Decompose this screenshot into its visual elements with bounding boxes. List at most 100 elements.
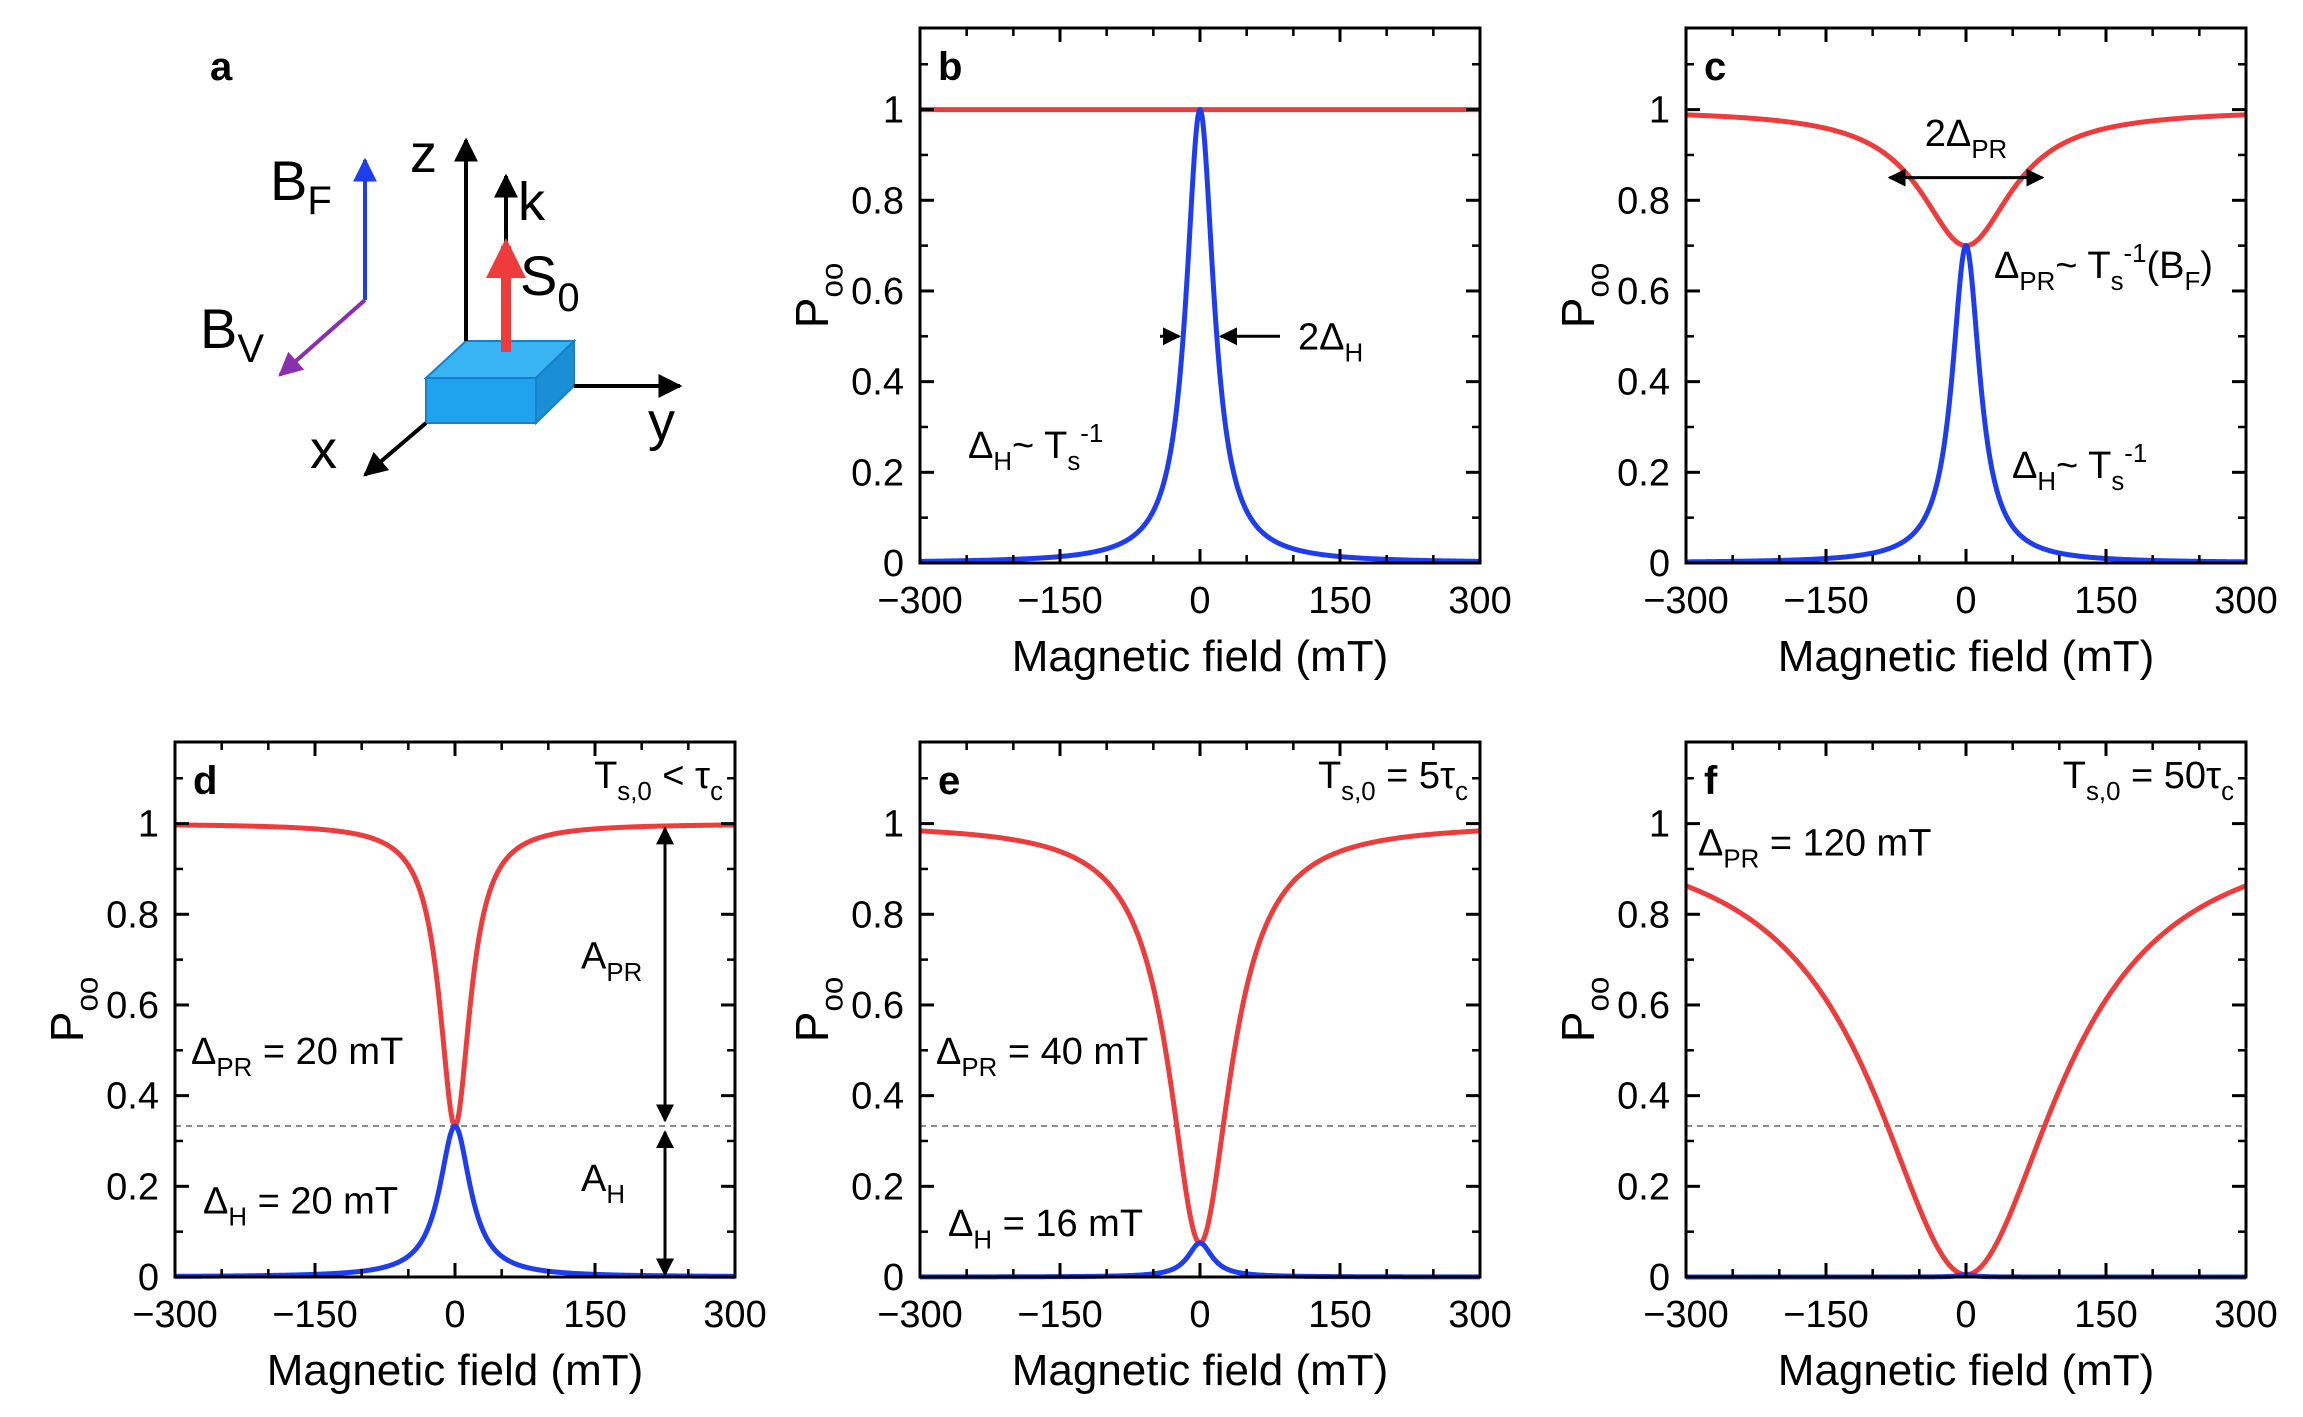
panel-letter-e: e — [938, 759, 960, 803]
red-series-line — [1684, 883, 2248, 1278]
y-tick-label: 1 — [1649, 804, 1670, 846]
y-tick-label: 0.4 — [1617, 1076, 1670, 1118]
x-tick-label: −300 — [877, 1294, 963, 1336]
z-axis-label: z — [410, 124, 437, 184]
plot-frame — [1684, 26, 2248, 565]
y-tick-label: 0.8 — [851, 894, 904, 936]
h-relation-annotation: ΔH~ Ts-1 — [2012, 440, 2147, 496]
y-tick-label: 0.8 — [1617, 894, 1670, 936]
y-tick-label: 0 — [883, 543, 904, 585]
x-tick-label: −150 — [1017, 580, 1103, 622]
x-tick-label: 300 — [2214, 1294, 2277, 1336]
panel-e-chart: −300 −150 0 150 300 0 0.2 0.4 0.6 0.8 1 Magnetic fi… — [786, 740, 1512, 1395]
x-tick-label: 300 — [2214, 580, 2277, 622]
x-tick-label: 150 — [2074, 1294, 2137, 1336]
y-axis-title: Poo — [786, 263, 850, 328]
panel-letter-f: f — [1704, 759, 1718, 803]
pr-relation-annotation: ΔPR~ Ts-1(BF) — [1994, 240, 2213, 296]
x-tick-label: 0 — [444, 1294, 465, 1336]
panel-a: a BF BV z y x k S0 — [200, 45, 683, 480]
panel-f-chart: −300 −150 0 150 300 0 0.2 0.4 0.6 0.8 1 Magnetic fi… — [1552, 740, 2278, 1395]
ah-label: AH — [581, 1158, 625, 1209]
y-tick-label: 0.6 — [1617, 985, 1670, 1027]
bv-label: BV — [200, 297, 264, 371]
panel-letter-b: b — [938, 45, 962, 89]
x-tick-label: −300 — [132, 1294, 218, 1336]
y-tick-label: 0.2 — [851, 452, 904, 494]
y-tick-label: 1 — [883, 804, 904, 846]
y-tick-label: 0.6 — [851, 271, 904, 313]
k-label: k — [518, 172, 546, 232]
y-tick-label: 0.2 — [1617, 1166, 1670, 1208]
y-tick-label: 0 — [883, 1257, 904, 1299]
x-tick-label: 300 — [703, 1294, 766, 1336]
y-tick-label: 1 — [138, 804, 159, 846]
x-tick-label: 150 — [1308, 1294, 1371, 1336]
y-tick-label: 0.6 — [106, 985, 159, 1027]
x-tick-label: 300 — [1448, 1294, 1511, 1336]
x-tick-label: 300 — [1448, 580, 1511, 622]
y-tick-label: 0.2 — [106, 1166, 159, 1208]
y-tick-label: 0.4 — [851, 362, 904, 404]
sample-cube-front — [425, 377, 537, 424]
x-tick-label: 0 — [1189, 1294, 1210, 1336]
x-axis-title: Magnetic field (mT) — [1778, 632, 2155, 681]
y-tick-label: 0.4 — [1617, 362, 1670, 404]
regime-annotation: Ts,0 = 5τc — [1318, 755, 1468, 806]
x-tick-label: −300 — [877, 580, 963, 622]
blue-series-line — [918, 107, 1482, 564]
y-tick-label: 1 — [1649, 90, 1670, 132]
panel-letter-d: d — [193, 759, 217, 803]
x-axis-title: Magnetic field (mT) — [1012, 1346, 1389, 1395]
delta-pr-annotation: ΔPR = 120 mT — [1698, 822, 1931, 873]
y-axis-title: Poo — [1552, 263, 1616, 328]
y-tick-label: 0.2 — [1617, 452, 1670, 494]
panel-d-chart: −300 −150 0 150 300 0 0.2 0.4 0.6 0.8 1 Magnetic fi… — [41, 740, 767, 1395]
x-axis-title: Magnetic field (mT) — [1012, 632, 1389, 681]
width-annotation: 2ΔH — [1298, 316, 1363, 367]
blue-series-line — [1684, 243, 2248, 565]
y-axis-title: Poo — [786, 977, 850, 1042]
x-tick-label: 150 — [2074, 580, 2137, 622]
x-tick-label: 0 — [1955, 580, 1976, 622]
x-axis-arrow — [363, 421, 428, 477]
x-axis-title: Magnetic field (mT) — [267, 1346, 644, 1395]
y-tick-label: 0 — [1649, 1257, 1670, 1299]
x-tick-label: 150 — [1308, 580, 1371, 622]
x-tick-label: 0 — [1955, 1294, 1976, 1336]
delta-pr-annotation: ΔPR = 20 mT — [191, 1031, 403, 1082]
y-tick-label: 0.8 — [1617, 180, 1670, 222]
apr-label: APR — [581, 936, 642, 987]
x-tick-label: −300 — [1643, 580, 1729, 622]
x-tick-label: 0 — [1189, 580, 1210, 622]
x-tick-label: −150 — [1783, 580, 1869, 622]
panel-letter-a: a — [210, 45, 233, 89]
y-tick-label: 0.6 — [1617, 271, 1670, 313]
y-tick-label: 0.8 — [851, 180, 904, 222]
panel-c-chart: −300 −150 0 150 300 0 0.2 0.4 0.6 0.8 1 Magnetic fi… — [1552, 26, 2278, 681]
delta-h-annotation: ΔH = 20 mT — [203, 1181, 398, 1232]
x-tick-label: −150 — [1017, 1294, 1103, 1336]
x-tick-label: −300 — [1643, 1294, 1729, 1336]
delta-h-annotation: ΔH = 16 mT — [948, 1203, 1143, 1254]
x-tick-label: −150 — [272, 1294, 358, 1336]
bv-vector-arrow — [278, 298, 367, 377]
y-axis-title: Poo — [41, 977, 105, 1042]
panel-b-chart: −300 −150 0 150 300 0 0.2 0.4 0.6 0.8 1 Magnetic fi… — [786, 26, 1512, 681]
y-axis-title: Poo — [1552, 977, 1616, 1042]
y-axis-label: y — [648, 392, 675, 452]
y-tick-label: 0.2 — [851, 1166, 904, 1208]
y-tick-label: 0.8 — [106, 894, 159, 936]
x-tick-label: −150 — [1783, 1294, 1869, 1336]
y-tick-label: 0 — [138, 1257, 159, 1299]
plot-frame — [918, 740, 1482, 1279]
x-tick-label: 150 — [563, 1294, 626, 1336]
x-axis-label: x — [310, 420, 337, 480]
x-axis-title: Magnetic field (mT) — [1778, 1346, 2155, 1395]
relation-annotation: ΔH~ Ts-1 — [968, 420, 1103, 476]
pr-width-annotation: 2ΔPR — [1925, 113, 2007, 164]
regime-annotation: Ts,0 = 50τc — [2063, 755, 2234, 806]
y-tick-label: 0.4 — [851, 1076, 904, 1118]
red-series-line — [173, 822, 737, 1129]
